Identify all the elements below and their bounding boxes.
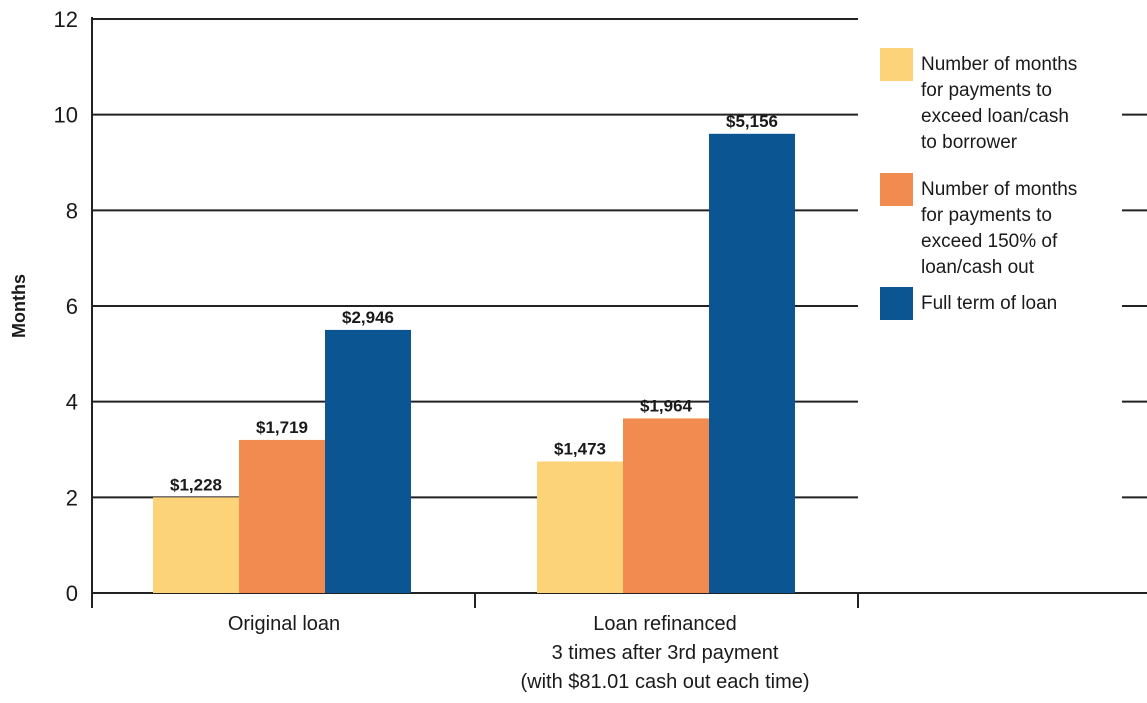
data-label: $1,228 xyxy=(170,475,222,494)
legend-label: Number of months xyxy=(921,179,1077,200)
y-axis-title: Months xyxy=(9,274,29,338)
bar xyxy=(239,439,325,593)
y-tick-label: 6 xyxy=(66,294,78,319)
legend-label: for payments to xyxy=(921,80,1052,101)
bar xyxy=(709,133,795,594)
data-label: $1,473 xyxy=(554,439,606,458)
data-label: $1,964 xyxy=(640,396,693,415)
legend-label: exceed loan/cash xyxy=(921,106,1069,127)
y-tick-label: 4 xyxy=(66,390,78,415)
legend-label: loan/cash out xyxy=(921,257,1035,278)
data-labels: $1,228 $1,473 $1,719 $1,964 $2,946 $5,156 xyxy=(170,112,778,495)
legend-swatch xyxy=(880,173,913,206)
bar xyxy=(623,418,709,593)
legend-swatch xyxy=(880,287,913,320)
bar xyxy=(537,461,623,593)
legend-label: to borrower xyxy=(921,132,1018,153)
y-tick-label: 2 xyxy=(66,485,78,510)
bars xyxy=(153,133,795,594)
y-tick-label: 12 xyxy=(54,7,78,32)
y-tick-label: 0 xyxy=(66,581,78,606)
bar xyxy=(325,329,411,593)
data-label: $2,946 xyxy=(342,308,394,327)
x-category-label: 3 times after 3rd payment xyxy=(552,642,779,664)
data-label: $1,719 xyxy=(256,418,308,437)
legend-swatch xyxy=(880,48,913,81)
x-category-label: (with $81.01 cash out each time) xyxy=(520,671,809,693)
x-category-label: Original loan xyxy=(228,613,340,635)
gridlines xyxy=(92,18,1147,499)
y-tick-label: 10 xyxy=(54,103,78,128)
y-tick-label: 8 xyxy=(66,198,78,223)
bar xyxy=(153,497,239,593)
data-label: $5,156 xyxy=(726,112,778,131)
legend-label: Number of months xyxy=(921,54,1077,75)
legend-label: exceed 150% of xyxy=(921,231,1058,252)
legend-label: Full term of loan xyxy=(921,293,1057,314)
legend: Number of months for payments to exceed lo… xyxy=(880,48,1077,320)
x-category-label: Loan refinanced xyxy=(593,613,736,635)
legend-label: for payments to xyxy=(921,205,1052,226)
